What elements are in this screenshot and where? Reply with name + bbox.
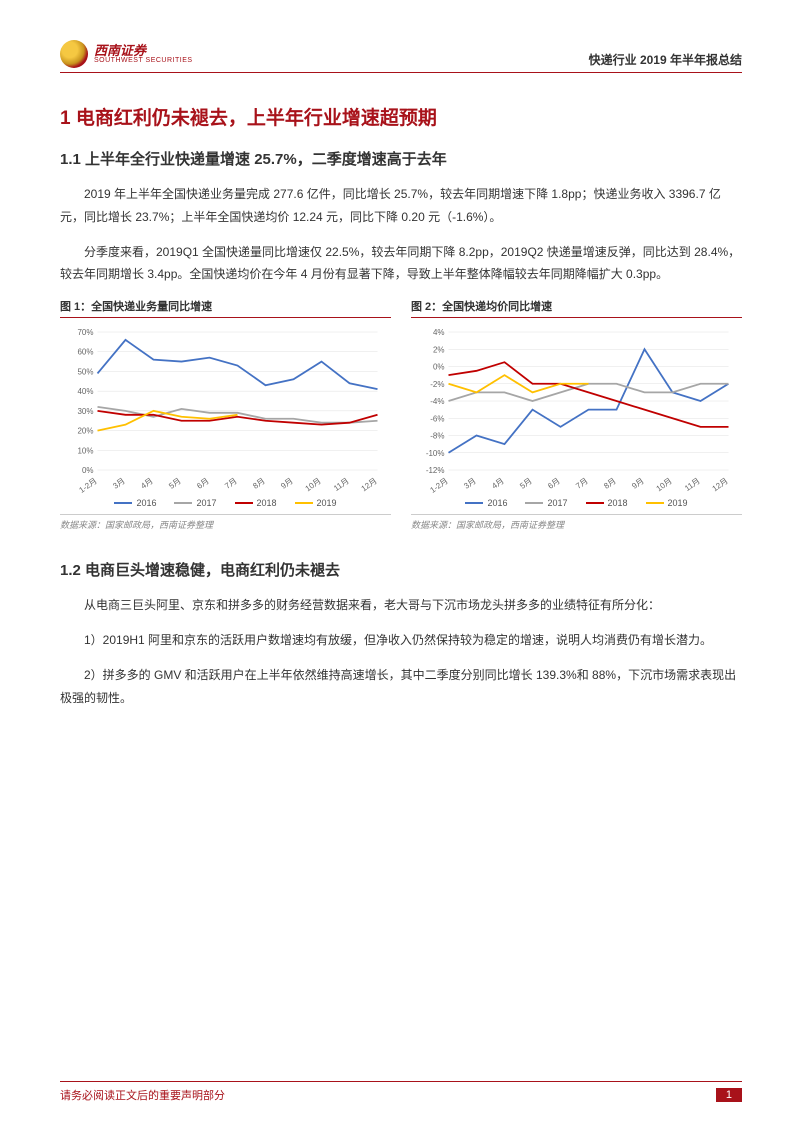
svg-text:-4%: -4% xyxy=(430,397,444,406)
svg-text:10月: 10月 xyxy=(304,476,323,493)
legend-2018b: 2018 xyxy=(608,498,628,508)
svg-text:-12%: -12% xyxy=(426,466,445,475)
legend-2019: 2019 xyxy=(317,498,337,508)
page-number: 1 xyxy=(716,1088,742,1102)
paragraph-2: 分季度来看，2019Q1 全国快递量同比增速仅 22.5%，较去年同期下降 8.… xyxy=(60,241,742,287)
logo-icon xyxy=(60,40,88,68)
svg-text:40%: 40% xyxy=(77,387,93,396)
legend-2019b: 2019 xyxy=(668,498,688,508)
svg-text:3月: 3月 xyxy=(111,476,126,491)
svg-text:10%: 10% xyxy=(77,446,93,455)
section-1-2-heading: 1.2 电商巨头增速稳健，电商红利仍未褪去 xyxy=(60,559,742,580)
svg-text:5月: 5月 xyxy=(167,476,182,491)
logo-text-en: SOUTHWEST SECURITIES xyxy=(94,57,193,64)
svg-text:12月: 12月 xyxy=(360,476,379,493)
page-header: 西南证券 SOUTHWEST SECURITIES 快递行业 2019 年半年报… xyxy=(60,40,742,73)
footer-disclaimer: 请务必阅读正文后的重要声明部分 xyxy=(60,1087,225,1103)
svg-text:4月: 4月 xyxy=(490,476,505,491)
svg-text:-10%: -10% xyxy=(426,449,445,458)
page-footer: 请务必阅读正文后的重要声明部分 1 xyxy=(60,1081,742,1103)
paragraph-3: 从电商三巨头阿里、京东和拼多多的财务经营数据来看，老大哥与下沉市场龙头拼多多的业… xyxy=(60,594,742,617)
svg-text:0%: 0% xyxy=(82,466,94,475)
svg-text:11月: 11月 xyxy=(332,476,351,493)
legend-2017: 2017 xyxy=(196,498,216,508)
chart-1-legend: 2016 2017 2018 2019 xyxy=(60,498,391,508)
svg-text:5月: 5月 xyxy=(518,476,533,491)
chart-2-legend: 2016 2017 2018 2019 xyxy=(411,498,742,508)
section-1-1-heading: 1.1 上半年全行业快递量增速 25.7%，二季度增速高于去年 xyxy=(60,148,742,169)
svg-text:6月: 6月 xyxy=(195,476,210,491)
paragraph-5: 2）拼多多的 GMV 和活跃用户在上半年依然维持高速增长，其中二季度分别同比增长… xyxy=(60,664,742,710)
legend-2017b: 2017 xyxy=(547,498,567,508)
svg-text:11月: 11月 xyxy=(683,476,702,493)
svg-text:30%: 30% xyxy=(77,407,93,416)
chart-2-source: 数据来源：国家邮政局，西南证券整理 xyxy=(411,514,742,531)
svg-text:0%: 0% xyxy=(433,363,445,372)
svg-text:12月: 12月 xyxy=(711,476,730,493)
charts-row: 图 1：全国快递业务量同比增速 0% 10% 20% 30% 40% 50% 60% 70% 1… xyxy=(60,298,742,531)
svg-text:-6%: -6% xyxy=(430,414,444,423)
svg-text:2%: 2% xyxy=(433,345,445,354)
svg-text:8月: 8月 xyxy=(251,476,266,491)
svg-text:20%: 20% xyxy=(77,427,93,436)
chart-2-svg: -12% -10% -8% -6% -4% -2% 0% 2% 4% 1-2月 3月 4月 5月 6月 7月… xyxy=(411,324,742,494)
chart-2-title: 图 2：全国快递均价同比增速 xyxy=(411,298,742,318)
svg-text:60%: 60% xyxy=(77,348,93,357)
paragraph-1: 2019 年上半年全国快递业务量完成 277.6 亿件，同比增长 25.7%，较… xyxy=(60,183,742,229)
svg-text:-8%: -8% xyxy=(430,432,444,441)
logo-text-cn: 西南证券 xyxy=(94,44,193,57)
svg-text:4月: 4月 xyxy=(139,476,154,491)
header-title: 快递行业 2019 年半年报总结 xyxy=(589,51,742,68)
svg-text:8月: 8月 xyxy=(602,476,617,491)
svg-text:50%: 50% xyxy=(77,368,93,377)
svg-text:6月: 6月 xyxy=(546,476,561,491)
chart-1-source: 数据来源：国家邮政局，西南证券整理 xyxy=(60,514,391,531)
section-1-heading: 1 电商红利仍未褪去，上半年行业增速超预期 xyxy=(60,103,742,130)
chart-1-svg: 0% 10% 20% 30% 40% 50% 60% 70% 1-2月 3月 4月 5月 6月 7月 8月 9… xyxy=(60,324,391,494)
svg-text:-2%: -2% xyxy=(430,380,444,389)
svg-text:9月: 9月 xyxy=(630,476,645,491)
svg-text:7月: 7月 xyxy=(223,476,238,491)
chart-2-block: 图 2：全国快递均价同比增速 -12% -10% -8% -6% -4% -2% 0% 2% 4… xyxy=(411,298,742,531)
logo-block: 西南证券 SOUTHWEST SECURITIES xyxy=(60,40,193,68)
svg-text:10月: 10月 xyxy=(655,476,674,493)
svg-text:1-2月: 1-2月 xyxy=(77,476,98,494)
legend-2016b: 2016 xyxy=(487,498,507,508)
legend-2016: 2016 xyxy=(136,498,156,508)
svg-text:7月: 7月 xyxy=(574,476,589,491)
svg-text:1-2月: 1-2月 xyxy=(428,476,449,494)
chart-1-block: 图 1：全国快递业务量同比增速 0% 10% 20% 30% 40% 50% 60% 70% 1… xyxy=(60,298,391,531)
svg-text:4%: 4% xyxy=(433,328,445,337)
paragraph-4: 1）2019H1 阿里和京东的活跃用户数增速均有放缓，但净收入仍然保持较为稳定的… xyxy=(60,629,742,652)
svg-text:70%: 70% xyxy=(77,328,93,337)
svg-text:9月: 9月 xyxy=(279,476,294,491)
chart-1-title: 图 1：全国快递业务量同比增速 xyxy=(60,298,391,318)
legend-2018: 2018 xyxy=(257,498,277,508)
svg-text:3月: 3月 xyxy=(462,476,477,491)
